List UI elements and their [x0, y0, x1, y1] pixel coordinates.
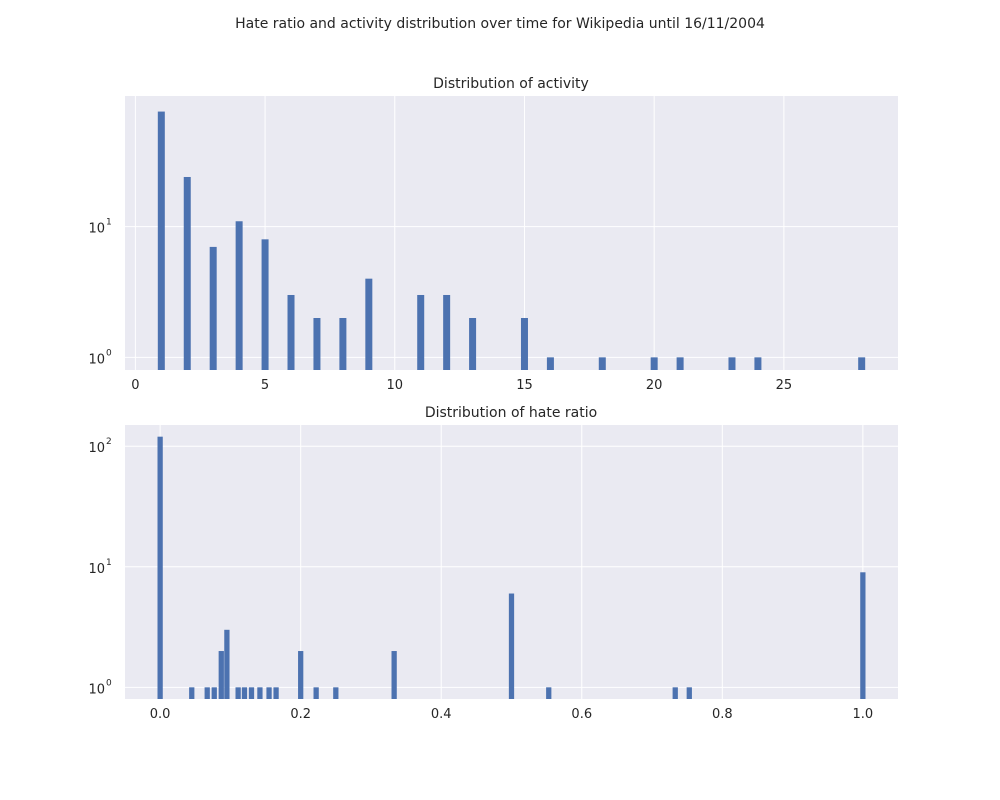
activity-y-tick-label: 10 1	[88, 218, 111, 237]
activity-x-tick-label: 25	[776, 378, 793, 393]
activity-bar	[313, 318, 321, 370]
hate-bar	[313, 687, 319, 699]
activity-bar	[287, 294, 295, 370]
activity-x-tick-label: 15	[516, 378, 533, 393]
activity-bar	[183, 176, 191, 370]
activity-bar	[598, 357, 606, 370]
hate-bars	[157, 436, 866, 699]
hate-y-tick-exponent: 0	[106, 678, 112, 688]
hate-bar	[257, 687, 263, 699]
hate-bar	[333, 687, 339, 699]
activity-chart-title: Distribution of activity	[433, 76, 589, 92]
hate-x-tick-label: 0.8	[712, 707, 733, 722]
activity-bar	[261, 239, 269, 370]
hate-bar	[224, 629, 230, 699]
activity-x-tick-label: 5	[261, 378, 269, 393]
activity-bar	[650, 357, 658, 370]
hate-bar	[391, 651, 397, 699]
activity-y-tick-exponent: 1	[106, 218, 112, 228]
figure-suptitle: Hate ratio and activity distribution ove…	[235, 16, 765, 32]
hate-y-tick-base: 10	[88, 441, 105, 456]
hate-bar	[211, 687, 217, 699]
hate-bar	[686, 687, 692, 699]
hate-bar	[298, 651, 304, 699]
activity-y-tick-exponent: 0	[106, 348, 112, 358]
activity-y-tick-base: 10	[88, 222, 105, 237]
hate-bar	[241, 687, 248, 699]
activity-x-tick-label: 10	[386, 378, 403, 393]
hate-y-tick-exponent: 2	[106, 437, 112, 447]
activity-bar	[858, 357, 866, 370]
hate-x-tick-label: 0.6	[571, 707, 592, 722]
activity-y-tick-label: 10 0	[88, 348, 112, 367]
hate-y-tick-base: 10	[88, 682, 105, 697]
hate-bar	[218, 651, 224, 699]
hate-x-ticks: 0.0 0.2 0.4 0.6 0.8 1.0	[150, 707, 873, 722]
hate-y-tick-base: 10	[88, 562, 105, 577]
activity-x-ticks: 0 5 10 15 20 25	[131, 378, 792, 393]
activity-bar	[417, 294, 425, 370]
activity-x-tick-label: 20	[646, 378, 663, 393]
hate-y-tick-label: 10 2	[88, 437, 111, 456]
activity-bar	[157, 111, 165, 370]
activity-bar	[469, 318, 477, 370]
hate-x-tick-label: 0.2	[290, 707, 311, 722]
activity-bar	[728, 357, 736, 370]
activity-bar	[443, 294, 451, 370]
hate-bar	[204, 687, 210, 699]
activity-bar	[520, 318, 528, 370]
hate-bar	[248, 687, 255, 699]
activity-bar	[546, 357, 554, 370]
hate-y-tick-exponent: 1	[106, 558, 112, 568]
hate-bar	[266, 687, 272, 699]
hate-bar	[672, 687, 678, 699]
hate-y-tick-label: 10 0	[88, 678, 112, 697]
activity-plot-area	[125, 96, 898, 370]
hate-bar	[508, 593, 515, 699]
hate-y-tick-label: 10 1	[88, 558, 111, 577]
activity-bar	[339, 318, 347, 370]
hate-chart-title: Distribution of hate ratio	[425, 405, 597, 421]
activity-y-tick-base: 10	[88, 352, 105, 367]
activity-bar	[754, 357, 762, 370]
activity-gridlines	[125, 96, 898, 370]
activity-bar	[209, 246, 217, 370]
hate-x-tick-label: 0.4	[431, 707, 452, 722]
hate-bar	[273, 687, 279, 699]
hate-x-tick-label: 0.0	[150, 707, 171, 722]
hate-bar	[235, 687, 241, 699]
hate-x-tick-label: 1.0	[853, 707, 874, 722]
activity-x-tick-label: 0	[131, 378, 139, 393]
activity-bars	[157, 111, 866, 370]
activity-bar	[365, 278, 373, 370]
activity-bar	[676, 357, 684, 370]
hate-bar	[546, 687, 552, 699]
hate-bar	[189, 687, 195, 699]
activity-bar	[235, 221, 243, 370]
hate-bar	[860, 572, 866, 699]
hate-bar	[157, 436, 163, 699]
